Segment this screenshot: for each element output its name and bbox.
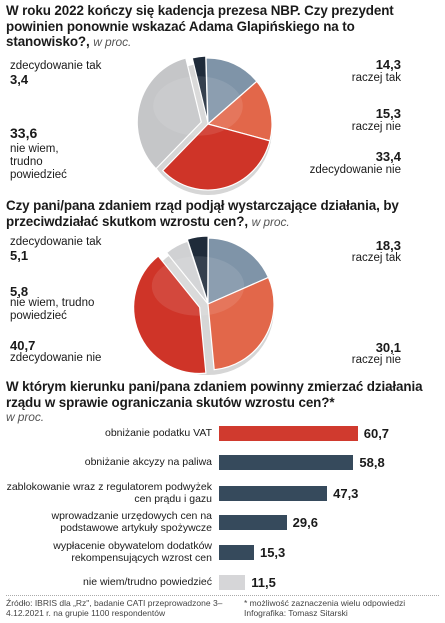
pie1-value-rather-yes: 14,3 <box>375 57 401 72</box>
question-2-title: Czy pani/pana zdaniem rząd podjął wystar… <box>6 198 438 230</box>
pie2-label-rather-no: raczej nie <box>351 354 401 366</box>
pie2-value-rather-no: 30,1 <box>375 340 401 355</box>
pie2-label-strongly-yes: zdecydowanie tak <box>10 236 102 248</box>
pie-slice-raczej-tak <box>207 237 270 305</box>
pie2-label-dont-know: nie wiem, trudno powiedzieć <box>10 297 95 322</box>
bar-value-wprowadzanie-urzedowych-cen-na-podstawowe-artykuly-spozywcze: 29,6 <box>292 515 318 530</box>
bar-wyplacenie-obywatelom-dodatkow-rekompensujacych-wzrost-cen <box>219 545 254 560</box>
pie-slice-zdecydowanie-nie <box>161 123 271 191</box>
pie2-label-strongly-no: zdecydowanie nie <box>10 352 102 364</box>
footer-credit: Infografika: Tomasz Sitarski <box>244 608 348 618</box>
pie1-value-rather-no: 15,3 <box>375 106 401 121</box>
bar-label-wyplacenie-obywatelom-dodatkow-rekompensujacych-wzrost-cen: wypłacenie obywatelom dodatków rekompens… <box>53 540 212 564</box>
pie1-label-strongly-no: zdecydowanie nie <box>309 164 401 176</box>
pie2-value-strongly-no: 40,7 <box>10 338 36 353</box>
bar-value-obnizanie-akcyzy-na-paliwa: 58,8 <box>359 455 385 470</box>
pie1-label-strongly-yes: zdecydowanie tak <box>10 60 102 72</box>
bar-label-obnizanie-podatku-vat: obniżanie podatku VAT <box>104 427 212 439</box>
footer-divider <box>6 595 439 596</box>
bar-obnizanie-akcyzy-na-paliwa <box>219 455 354 470</box>
pie1-value-strongly-yes: 3,4 <box>10 72 29 87</box>
bar-value-obnizanie-podatku-vat: 60,7 <box>363 426 390 441</box>
pie2-value-dont-know: 5,8 <box>10 284 29 299</box>
pie2-label-rather-yes: raczej tak <box>351 252 401 264</box>
footer-source: Źródło: IBRIS dla „Rz", badanie CATI prz… <box>6 598 223 618</box>
pie-slice-nie-wiem-trudno-powiedziec <box>165 240 209 305</box>
question-3-title: W którym kierunku pani/pana zdaniem powi… <box>6 379 438 426</box>
pie1-value-dont-know: 33,6 <box>10 125 38 141</box>
pie-slice-nie-wiem-trudno-powiedziec <box>136 57 202 170</box>
question-3-text: W którym kierunku pani/pana zdaniem powi… <box>6 379 423 410</box>
pie-slice-raczej-tak <box>205 57 258 126</box>
pie2-value-strongly-yes: 5,1 <box>10 248 29 263</box>
question-3-unit: w proc. <box>6 410 44 424</box>
pie1-label-rather-no: raczej nie <box>351 121 401 133</box>
footer-note: * możliwość zaznaczenia wielu odpowiedzi <box>244 598 406 608</box>
bar-wprowadzanie-urzedowych-cen-na-podstawowe-artykuly-spozywcze <box>219 515 287 530</box>
pie1-label-dont-know: nie wiem, trudno powiedzieć <box>10 143 67 181</box>
question-1-text: W roku 2022 kończy się kadencja prezesa … <box>6 3 394 49</box>
bar-label-wprowadzanie-urzedowych-cen-na-podstawowe-artykuly-spozywcze: wprowadzanie urzędowych cen na podstawow… <box>51 510 212 534</box>
bar-value-nie-wiem-trudno-powiedziec: 11,5 <box>251 575 276 590</box>
bar-zablokowanie-wraz-z-regulatorem-podwyzek-cen-pradu-i-gazu <box>219 486 328 501</box>
pie-slice-raczej-nie <box>206 80 273 142</box>
question-1-title: W roku 2022 kończy się kadencja prezesa … <box>6 3 438 51</box>
pie-slice-zdecydowanie-nie <box>133 255 207 374</box>
pie-slice-zdecydowanie-tak <box>186 235 209 303</box>
pie-chart-1 <box>136 55 273 195</box>
pie2-value-rather-yes: 18,3 <box>375 238 401 253</box>
bar-obnizanie-podatku-vat <box>219 426 358 441</box>
bar-value-wyplacenie-obywatelom-dodatkow-rekompensujacych-wzrost-cen: 15,3 <box>259 545 286 560</box>
question-1-unit: w proc. <box>93 35 132 49</box>
pie-slice-raczej-nie <box>207 276 275 371</box>
bar-nie-wiem-trudno-powiedziec <box>219 575 246 590</box>
pie1-value-strongly-no: 33,4 <box>375 149 401 164</box>
pie-highlight <box>151 256 245 316</box>
bar-value-zablokowanie-wraz-z-regulatorem-podwyzek-cen-pradu-i-gazu: 47,3 <box>333 486 359 501</box>
pie-highlight <box>153 76 243 136</box>
question-2-unit: w proc. <box>251 214 290 229</box>
bar-label-obnizanie-akcyzy-na-paliwa: obniżanie akcyzy na paliwa <box>84 456 212 468</box>
pie-slice-zdecydowanie-tak <box>191 55 209 123</box>
question-2-text: Czy pani/pana zdaniem rząd podjął wystar… <box>6 198 399 229</box>
bar-label-nie-wiem-trudno-powiedziec: nie wiem/trudno powiedzieć <box>83 576 212 588</box>
bar-label-zablokowanie-wraz-z-regulatorem-podwyzek-cen-pradu-i-gazu: zablokowanie wraz z regulatorem podwyżek… <box>6 481 212 505</box>
pie1-label-rather-yes: raczej tak <box>351 72 401 84</box>
pie-chart-2 <box>133 235 275 375</box>
